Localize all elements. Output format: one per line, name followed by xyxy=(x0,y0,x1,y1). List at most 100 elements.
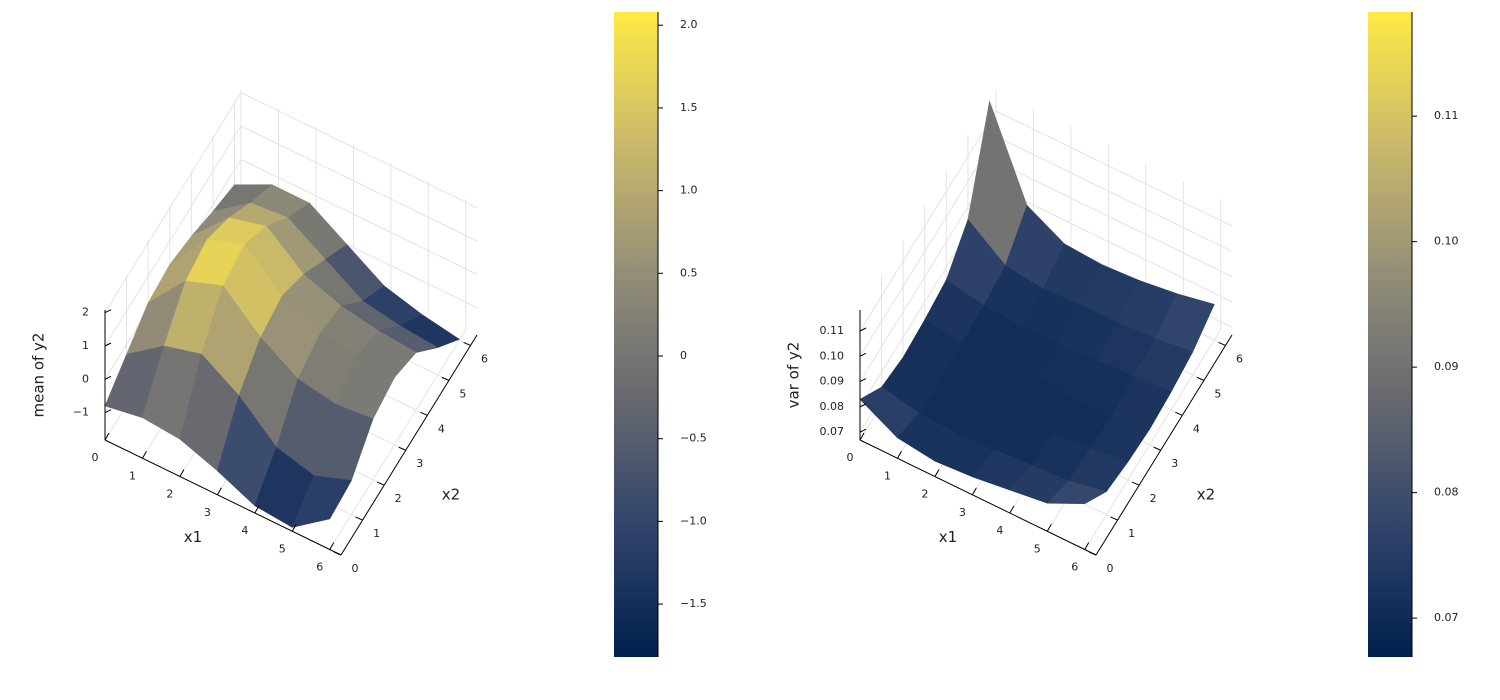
axis-line xyxy=(104,439,342,556)
tick-mark xyxy=(329,542,335,550)
grid-line xyxy=(995,161,1233,278)
tick-mark xyxy=(376,481,385,486)
tick-mark xyxy=(1110,516,1118,521)
axis-line xyxy=(340,334,478,556)
tick-mark xyxy=(254,505,260,514)
x-tick-label: 1 xyxy=(129,469,136,482)
tick-mark xyxy=(859,327,867,332)
surface-patch xyxy=(1046,480,1108,505)
grid-line xyxy=(240,92,478,209)
tick-mark xyxy=(104,432,110,441)
y-tick-label: 0 xyxy=(352,562,359,575)
y-axis-label: x2 xyxy=(1197,486,1215,504)
colorbar-tick-label: 0.09 xyxy=(1434,360,1459,373)
tick-mark xyxy=(971,487,977,496)
tick-mark xyxy=(1046,524,1052,532)
tick-mark xyxy=(1009,505,1015,514)
x-tick-label: 4 xyxy=(996,524,1003,537)
tick-mark xyxy=(859,378,867,383)
tick-mark xyxy=(1218,342,1226,346)
z-axis-label: mean of y2 xyxy=(30,333,48,418)
y-tick-label: 5 xyxy=(1214,387,1221,400)
y-tick-label: 4 xyxy=(438,422,445,435)
tick-mark xyxy=(859,403,867,408)
grid-line xyxy=(240,125,478,242)
colorbar-tick-label: 1.5 xyxy=(680,101,698,114)
grid-line xyxy=(329,329,467,550)
y-tick-label: 1 xyxy=(1128,527,1135,540)
tick-mark xyxy=(333,551,342,556)
tick-mark xyxy=(398,446,406,451)
tick-mark xyxy=(934,469,940,477)
tick-mark xyxy=(355,516,363,521)
y-tick-label: 2 xyxy=(395,492,402,505)
x-tick-label: 5 xyxy=(1034,542,1041,555)
x-axis-label: x1 xyxy=(184,528,202,546)
grid-line xyxy=(1084,329,1222,550)
z-tick-label: 0 xyxy=(82,372,89,385)
grid-line xyxy=(104,92,242,313)
x-tick-label: 3 xyxy=(959,506,966,519)
x-tick-label: 6 xyxy=(316,561,323,574)
colorbar-tick-label: 2.0 xyxy=(680,18,698,31)
grid-line xyxy=(995,186,1233,303)
x-tick-label: 0 xyxy=(92,451,99,464)
tick-mark xyxy=(1175,411,1183,416)
y-tick-label: 5 xyxy=(459,387,466,400)
tick-mark xyxy=(1084,542,1090,550)
colorbar xyxy=(1368,12,1412,657)
z-tick-label: 0.08 xyxy=(820,400,845,413)
grid-line xyxy=(240,158,478,275)
tick-mark xyxy=(441,376,450,381)
tick-mark xyxy=(1088,551,1097,556)
grid-line xyxy=(859,110,997,332)
tick-mark xyxy=(104,309,112,314)
colorbar-tick-label: 0.08 xyxy=(1434,486,1459,499)
colorbar-tick-label: −0.5 xyxy=(680,432,707,445)
surface-patch xyxy=(291,475,352,528)
y-tick-label: 4 xyxy=(1193,422,1200,435)
z-tick-label: 0.10 xyxy=(820,349,845,362)
y-tick-label: 0 xyxy=(1107,562,1114,575)
tick-mark xyxy=(897,451,902,459)
z-tick-label: 1 xyxy=(82,339,89,352)
grid-line xyxy=(995,110,1233,227)
x-tick-label: 3 xyxy=(204,506,211,519)
y-tick-label: 3 xyxy=(1171,457,1178,470)
tick-mark xyxy=(1153,446,1161,451)
y-axis-label: x2 xyxy=(442,486,460,504)
colorbar-tick-label: −1.5 xyxy=(680,597,707,610)
tick-mark xyxy=(859,432,865,441)
tick-mark xyxy=(1196,376,1205,381)
z-tick-label: 2 xyxy=(82,306,89,319)
y-tick-label: 6 xyxy=(1236,352,1243,365)
tick-mark xyxy=(104,375,112,380)
z-tick-label: −1 xyxy=(73,406,89,419)
tick-mark xyxy=(104,409,112,414)
colorbar-tick-label: −1.0 xyxy=(680,514,707,527)
tick-mark xyxy=(291,524,297,532)
x-tick-label: 0 xyxy=(847,451,854,464)
colorbar-tick-label: 0.11 xyxy=(1434,109,1459,122)
tick-mark xyxy=(1131,481,1140,486)
tick-mark xyxy=(179,469,185,477)
grid-line xyxy=(104,125,242,347)
x-tick-label: 5 xyxy=(279,542,286,555)
x-tick-label: 1 xyxy=(884,469,891,482)
tick-mark xyxy=(463,342,471,346)
tick-mark xyxy=(216,487,222,496)
tick-mark xyxy=(859,428,867,433)
x-tick-label: 4 xyxy=(241,524,248,537)
colorbar-tick-label: 0.10 xyxy=(1434,235,1459,248)
axis-line xyxy=(859,439,1097,556)
z-tick-label: 0.11 xyxy=(820,324,845,337)
colorbar xyxy=(614,12,658,657)
colorbar-tick-label: 0.5 xyxy=(680,266,698,279)
y-tick-label: 3 xyxy=(416,457,423,470)
colorbar-tick-label: 0 xyxy=(680,349,687,362)
z-axis-label: var of y2 xyxy=(785,342,803,409)
z-tick-label: 0.07 xyxy=(820,425,845,438)
x-tick-label: 2 xyxy=(921,488,928,501)
tick-mark xyxy=(142,451,147,459)
